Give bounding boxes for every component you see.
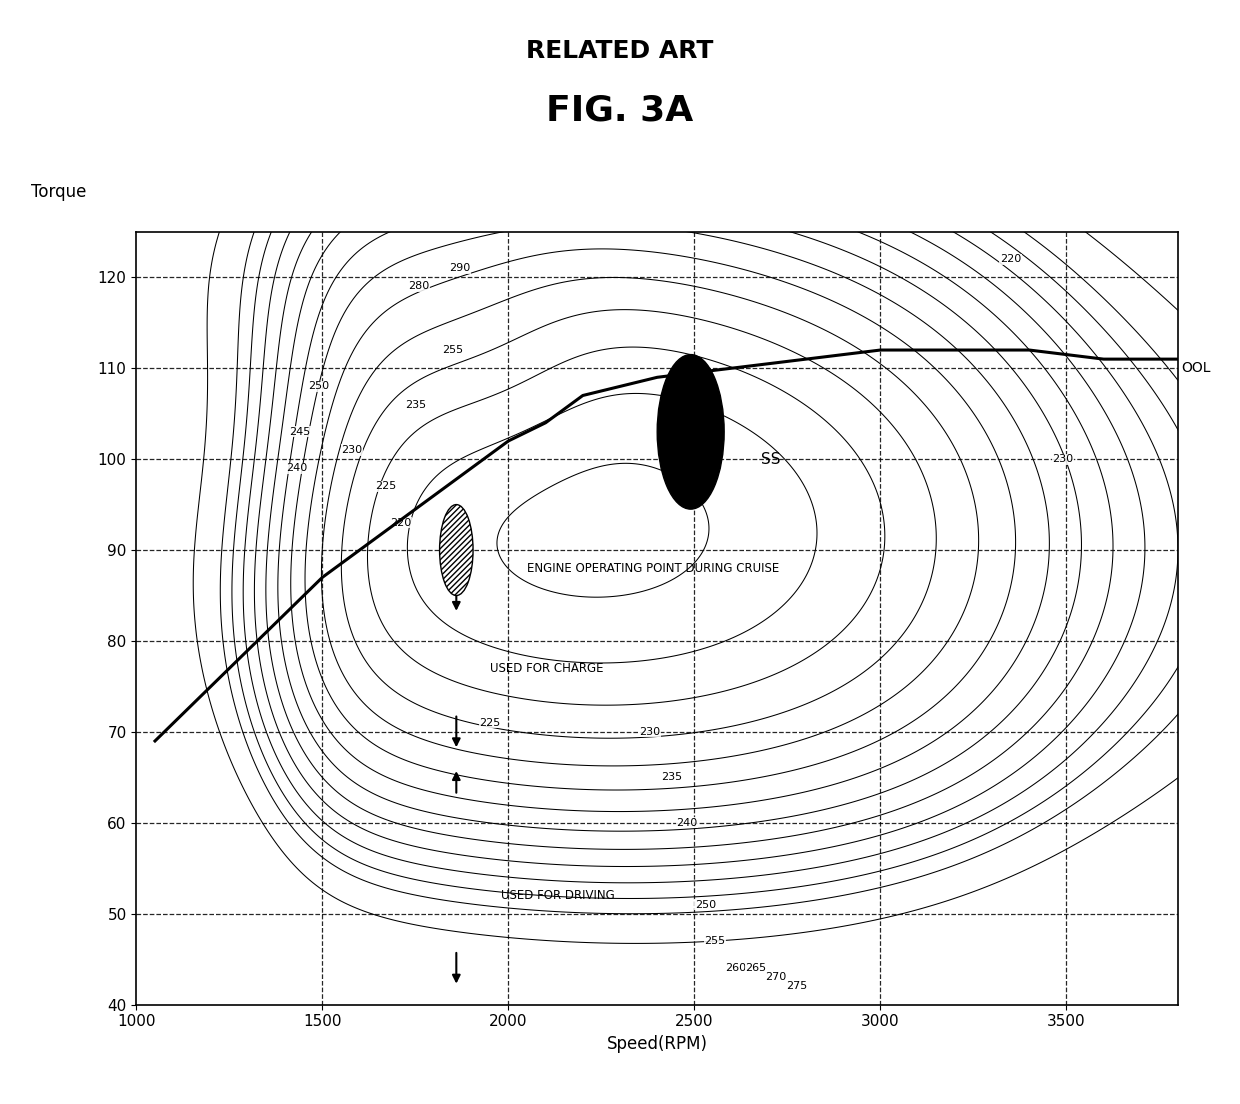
Text: 270: 270 bbox=[765, 973, 787, 983]
Text: 280: 280 bbox=[408, 282, 430, 291]
Text: 260: 260 bbox=[724, 964, 746, 974]
Text: 255: 255 bbox=[441, 346, 464, 355]
Text: USED FOR CHARGE: USED FOR CHARGE bbox=[490, 661, 604, 675]
Text: RELATED ART: RELATED ART bbox=[526, 39, 714, 63]
Text: 245: 245 bbox=[289, 427, 311, 437]
Text: 290: 290 bbox=[449, 263, 471, 273]
Y-axis label: Torque: Torque bbox=[31, 183, 86, 201]
Text: 255: 255 bbox=[704, 936, 725, 946]
Text: USED FOR DRIVING: USED FOR DRIVING bbox=[501, 889, 615, 902]
Text: 250: 250 bbox=[308, 381, 330, 392]
Text: 230: 230 bbox=[639, 726, 661, 736]
X-axis label: Speed(RPM): Speed(RPM) bbox=[606, 1034, 708, 1053]
Text: 220: 220 bbox=[999, 254, 1022, 264]
Text: 275: 275 bbox=[786, 981, 807, 991]
Text: 240: 240 bbox=[676, 818, 698, 828]
Text: 235: 235 bbox=[404, 400, 427, 410]
Text: OOL: OOL bbox=[1182, 361, 1211, 375]
Text: FIG. 3A: FIG. 3A bbox=[547, 94, 693, 128]
Text: 250: 250 bbox=[694, 900, 717, 910]
Ellipse shape bbox=[657, 354, 724, 509]
Text: 240: 240 bbox=[285, 464, 308, 474]
Text: 220: 220 bbox=[389, 518, 412, 528]
Text: 230: 230 bbox=[341, 445, 363, 455]
Text: 225: 225 bbox=[479, 718, 501, 728]
Text: 265: 265 bbox=[745, 964, 766, 974]
Text: SS: SS bbox=[761, 452, 781, 467]
Ellipse shape bbox=[439, 505, 472, 595]
Text: 235: 235 bbox=[661, 773, 683, 783]
Text: 225: 225 bbox=[374, 481, 397, 491]
Text: 230: 230 bbox=[1052, 454, 1074, 464]
Text: ENGINE OPERATING POINT DURING CRUISE: ENGINE OPERATING POINT DURING CRUISE bbox=[527, 562, 779, 575]
